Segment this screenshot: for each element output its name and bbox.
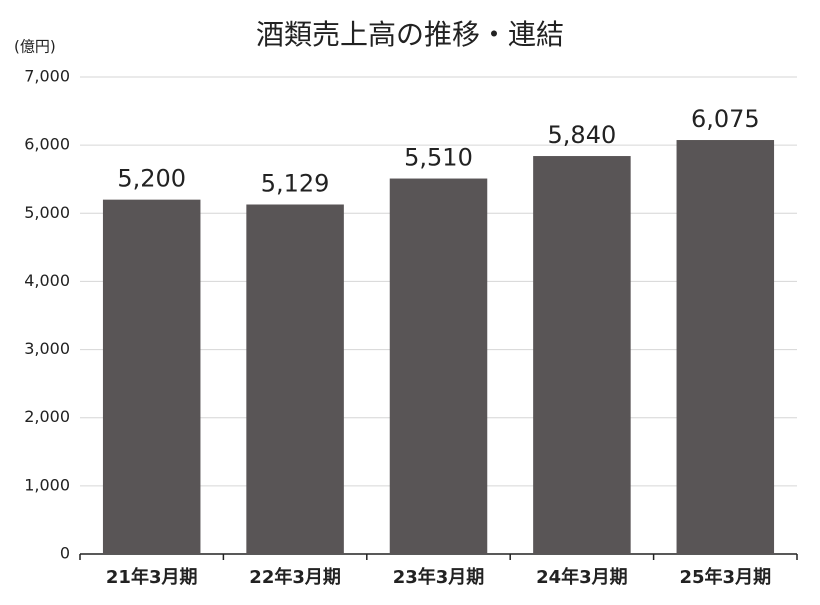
y-tick-label: 2,000 (24, 407, 70, 426)
value-label: 6,075 (691, 105, 760, 133)
value-label: 5,510 (404, 144, 473, 172)
y-tick-label: 4,000 (24, 271, 70, 290)
x-tick-label: 24年3月期 (536, 566, 628, 588)
y-tick-label: 1,000 (24, 475, 70, 494)
y-tick-label: 0 (60, 544, 70, 563)
y-tick-label: 6,000 (24, 135, 70, 154)
bar (389, 178, 488, 555)
value-label: 5,200 (117, 165, 186, 193)
x-tick-label: 25年3月期 (680, 566, 772, 588)
y-tick-label: 7,000 (24, 67, 70, 86)
bar (102, 199, 201, 554)
bar (676, 140, 775, 554)
y-tick-label: 3,000 (24, 339, 70, 358)
y-axis-unit: (億円) (14, 38, 56, 56)
x-tick-label: 22年3月期 (249, 566, 341, 588)
value-label: 5,840 (548, 121, 617, 149)
value-label: 5,129 (261, 169, 330, 197)
y-tick-label: 5,000 (24, 203, 70, 222)
bar (533, 156, 631, 554)
bar (246, 204, 344, 554)
chart-title: 酒類売上高の推移・連結 (256, 18, 564, 51)
x-tick-label: 21年3月期 (106, 566, 198, 588)
x-tick-label: 23年3月期 (393, 566, 485, 588)
